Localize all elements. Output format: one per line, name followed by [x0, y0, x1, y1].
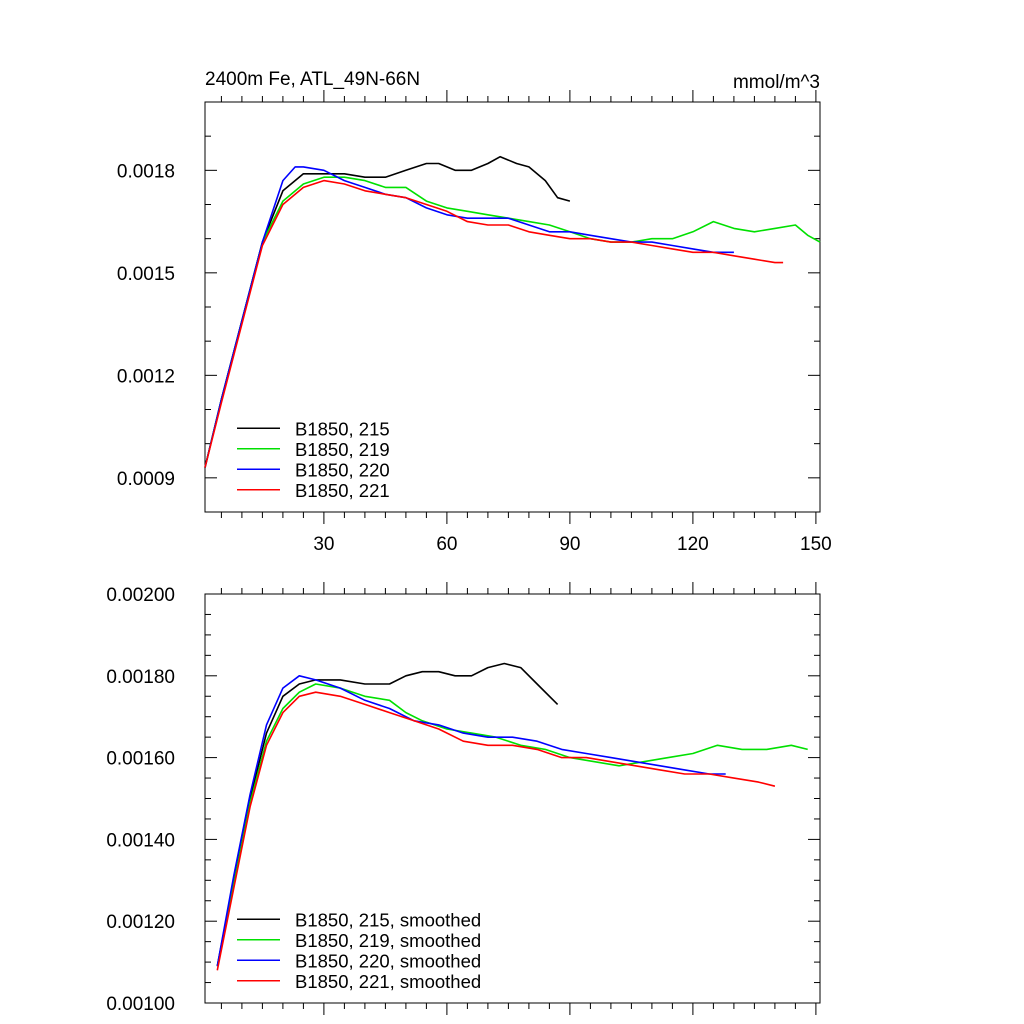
x-tick-label: 90 — [559, 534, 580, 555]
series-line-2 — [216, 683, 808, 967]
legend-label: B1850, 221, smoothed — [295, 971, 481, 992]
series-line-1 — [204, 155, 571, 468]
legend-label: B1850, 220, smoothed — [295, 950, 481, 971]
y-tick-label: 0.00140 — [106, 830, 175, 851]
legend-label: B1850, 219 — [295, 439, 390, 460]
series-line-3 — [216, 674, 726, 967]
x-tick-label: 30 — [313, 534, 334, 555]
y-tick-label: 0.00160 — [106, 749, 175, 770]
series-line-4 — [216, 691, 776, 971]
chart-units: mmol/m^3 — [733, 72, 820, 93]
chart-title: 2400m Fe, ATL_49N-66N — [205, 69, 420, 90]
bottom-panel: 0.00100 0.00120 0.00140 0.00160 0.00180 0.002… — [106, 582, 821, 1015]
legend-label: B1850, 220 — [295, 459, 390, 480]
legend-label: B1850, 215, smoothed — [295, 909, 481, 930]
x-tick-label: 150 — [800, 534, 832, 555]
y-tick-label: 0.00120 — [106, 912, 175, 933]
y-tick-label: 0.0018 — [117, 161, 175, 182]
y-tick-label: 0.00200 — [106, 585, 175, 606]
series-line-1 — [216, 662, 559, 967]
x-tick-label: 60 — [436, 534, 457, 555]
series-line-2 — [204, 176, 821, 468]
legend-label: B1850, 219, smoothed — [295, 930, 481, 951]
y-tick-label: 0.0009 — [117, 469, 175, 490]
legend-label: B1850, 221 — [295, 480, 390, 501]
y-tick-label: 0.0015 — [117, 264, 175, 285]
series-line-4 — [204, 179, 784, 468]
legend-label: B1850, 215 — [295, 418, 390, 439]
x-tick-label: 120 — [677, 534, 709, 555]
y-tick-label: 0.0012 — [117, 366, 175, 387]
y-tick-label: 0.00180 — [106, 667, 175, 688]
top-panel: 30 60 90 120 150 0.0009 0.0012 0.0015 0.0018 2400… — [117, 69, 832, 555]
y-tick-label: 0.00100 — [106, 994, 175, 1015]
